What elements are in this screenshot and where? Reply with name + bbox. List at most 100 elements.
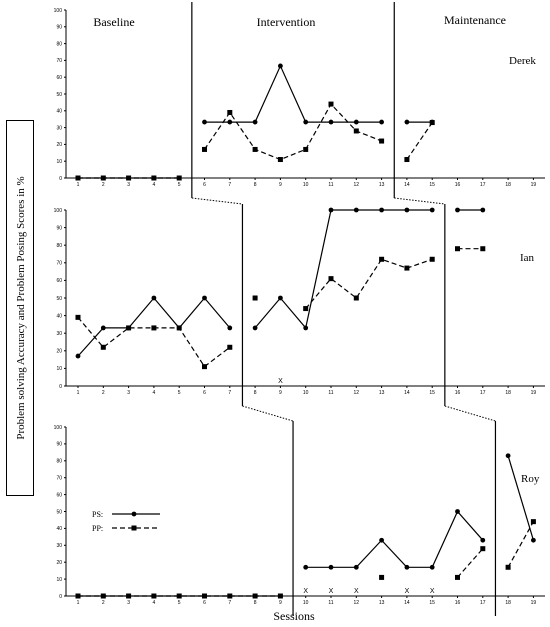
series-line-pp-derek-2 (406, 122, 433, 160)
point-pp-ian-session-10 (303, 306, 309, 312)
point-ps-ian-session-9 (278, 295, 283, 301)
point-ps-derek-session-7 (227, 119, 233, 125)
x-tick-label-ian-8: 8 (254, 390, 257, 396)
x-tick-label-ian-7: 7 (228, 390, 231, 396)
x-tick-label-derek-2: 2 (102, 182, 105, 188)
x-tick-label-roy-5: 5 (178, 600, 181, 606)
y-tick-label-derek-20: 20 (56, 142, 62, 148)
no-response-marker-roy-session-10: X (303, 588, 308, 595)
point-pp-derek-session-7 (227, 109, 233, 115)
y-tick-label-ian-10: 10 (56, 366, 62, 372)
x-tick-label-derek-16: 16 (455, 182, 461, 188)
series-line-pp-roy-3 (507, 521, 534, 568)
x-tick-label-ian-1: 1 (77, 390, 80, 396)
point-pp-roy-session-16 (455, 574, 460, 580)
y-tick-label-roy-70: 70 (56, 476, 62, 482)
point-pp-ian-session-12 (353, 295, 359, 301)
point-pp-ian-session-15 (429, 256, 435, 262)
x-tick-label-derek-3: 3 (127, 182, 130, 188)
y-tick-label-roy-40: 40 (56, 526, 62, 532)
point-pp-derek-session-10 (303, 146, 309, 152)
x-tick-label-derek-4: 4 (153, 182, 156, 188)
y-tick-label-roy-60: 60 (56, 492, 62, 498)
x-tick-label-derek-18: 18 (505, 182, 511, 188)
y-tick-label-roy-50: 50 (56, 509, 62, 515)
point-pp-ian-session-3 (126, 325, 132, 331)
x-tick-label-roy-10: 10 (303, 600, 309, 606)
point-ps-ian-session-4 (151, 295, 157, 301)
x-tick-label-derek-15: 15 (429, 182, 435, 188)
point-pp-roy-session-13 (379, 574, 385, 580)
y-tick-label-ian-40: 40 (56, 313, 62, 319)
x-tick-label-roy-7: 7 (228, 600, 231, 606)
point-pp-derek-session-13 (379, 138, 385, 144)
point-ps-roy-session-12 (353, 564, 359, 570)
point-pp-ian-session-7 (227, 344, 233, 350)
x-tick-label-ian-14: 14 (404, 390, 410, 396)
point-pp-roy-session-1 (75, 593, 81, 599)
x-tick-label-ian-4: 4 (153, 390, 156, 396)
point-pp-derek-session-12 (353, 128, 359, 134)
phase-label-maintenance: Maintenance (444, 13, 506, 27)
point-pp-roy-session-19 (530, 519, 536, 525)
point-ps-roy-session-16 (455, 509, 460, 514)
x-tick-label-ian-16: 16 (455, 390, 461, 396)
x-tick-label-ian-15: 15 (429, 390, 435, 396)
x-tick-label-derek-17: 17 (480, 182, 486, 188)
series-line-ps-derek-1 (204, 64, 382, 123)
point-ps-roy-session-13 (379, 537, 384, 543)
point-ps-roy-session-10 (303, 564, 309, 570)
no-response-marker-roy-session-15: X (430, 588, 435, 595)
point-pp-ian-session-1 (75, 314, 81, 320)
student-name-ian: Ian (520, 252, 535, 264)
point-pp-derek-session-3 (126, 175, 132, 181)
x-tick-label-roy-15: 15 (429, 600, 435, 606)
y-tick-label-derek-30: 30 (56, 125, 62, 131)
x-tick-label-roy-9: 9 (279, 600, 282, 606)
point-ps-derek-session-8 (252, 119, 258, 125)
point-pp-derek-session-9 (277, 157, 283, 163)
y-tick-label-derek-90: 90 (56, 25, 62, 31)
point-ps-derek-session-10 (303, 119, 309, 125)
phase-label-baseline: Baseline (93, 15, 134, 29)
series-line-ps-ian-1 (254, 209, 433, 330)
phase-connector-maintenance-0 (394, 197, 445, 205)
y-tick-label-derek-60: 60 (56, 75, 62, 81)
student-name-roy: Roy (521, 473, 540, 485)
legend-marker-pp (131, 525, 137, 531)
point-pp-ian-session-13 (379, 256, 385, 262)
phase-connector-baseline-0 (191, 197, 243, 205)
y-tick-label-roy-100: 100 (54, 425, 63, 431)
x-tick-label-ian-10: 10 (303, 390, 309, 396)
point-ps-ian-session-1 (75, 353, 81, 359)
legend-marker-ps (131, 511, 137, 517)
point-pp-roy-session-18 (505, 564, 511, 570)
point-ps-ian-session-12 (353, 207, 359, 213)
point-ps-ian-session-10 (303, 325, 309, 331)
point-ps-roy-session-14 (404, 564, 410, 570)
x-tick-label-ian-2: 2 (102, 390, 105, 396)
x-tick-label-roy-3: 3 (127, 600, 130, 606)
point-pp-roy-session-3 (126, 593, 132, 599)
x-tick-label-roy-19: 19 (531, 600, 537, 606)
point-pp-derek-session-4 (151, 175, 157, 181)
y-tick-label-derek-70: 70 (56, 58, 62, 64)
x-tick-label-roy-2: 2 (102, 600, 105, 606)
y-axis-label-box (6, 120, 34, 496)
point-pp-roy-session-7 (227, 593, 233, 599)
point-pp-derek-session-6 (202, 146, 207, 152)
point-pp-derek-session-11 (328, 101, 334, 107)
point-pp-roy-session-2 (100, 593, 106, 599)
x-tick-label-ian-11: 11 (328, 390, 333, 396)
point-pp-ian-session-8 (252, 295, 258, 301)
point-ps-ian-session-14 (404, 207, 410, 213)
point-ps-derek-session-14 (404, 119, 410, 125)
point-pp-roy-session-8 (252, 593, 258, 599)
point-pp-roy-session-4 (151, 593, 157, 599)
point-pp-derek-session-8 (252, 146, 258, 152)
point-ps-roy-session-19 (531, 537, 536, 543)
point-pp-roy-session-6 (202, 593, 207, 599)
